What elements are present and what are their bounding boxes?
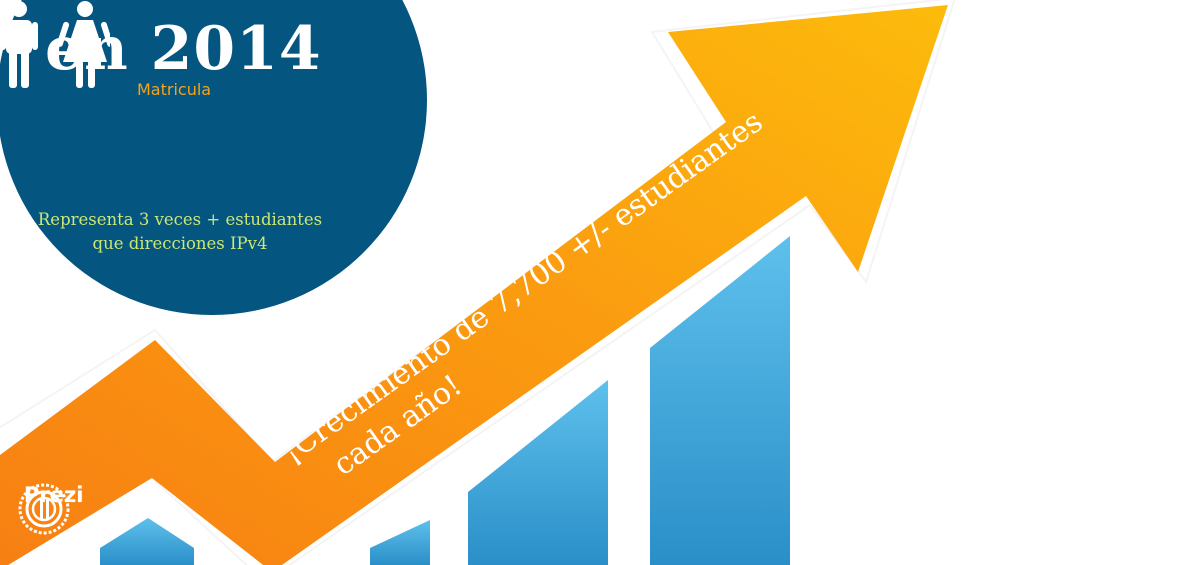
prezi-logo-icon	[18, 483, 70, 535]
caption-line-1: Representa 3 veces + estudiantes	[37, 210, 323, 229]
caption-line-2: que direcciones IPv4	[92, 234, 268, 253]
info-circle-content: en 2014 Matricula Representa 3 veces +	[0, 0, 430, 320]
enrollment-caption: Representa 3 veces + estudiantes que dir…	[20, 208, 340, 256]
growth-arrow	[0, 5, 948, 565]
male-person-icon	[0, 1, 38, 88]
bar-4	[650, 236, 790, 565]
bar-1	[100, 518, 194, 565]
people-icons	[0, 1, 110, 88]
enrollment-label: Matricula	[137, 80, 212, 99]
info-circle	[0, 0, 427, 315]
prezi-logo[interactable]: Prezi	[18, 483, 83, 535]
bar-2	[370, 520, 430, 565]
bar-3	[468, 380, 608, 565]
female-person-icon	[56, 1, 110, 88]
